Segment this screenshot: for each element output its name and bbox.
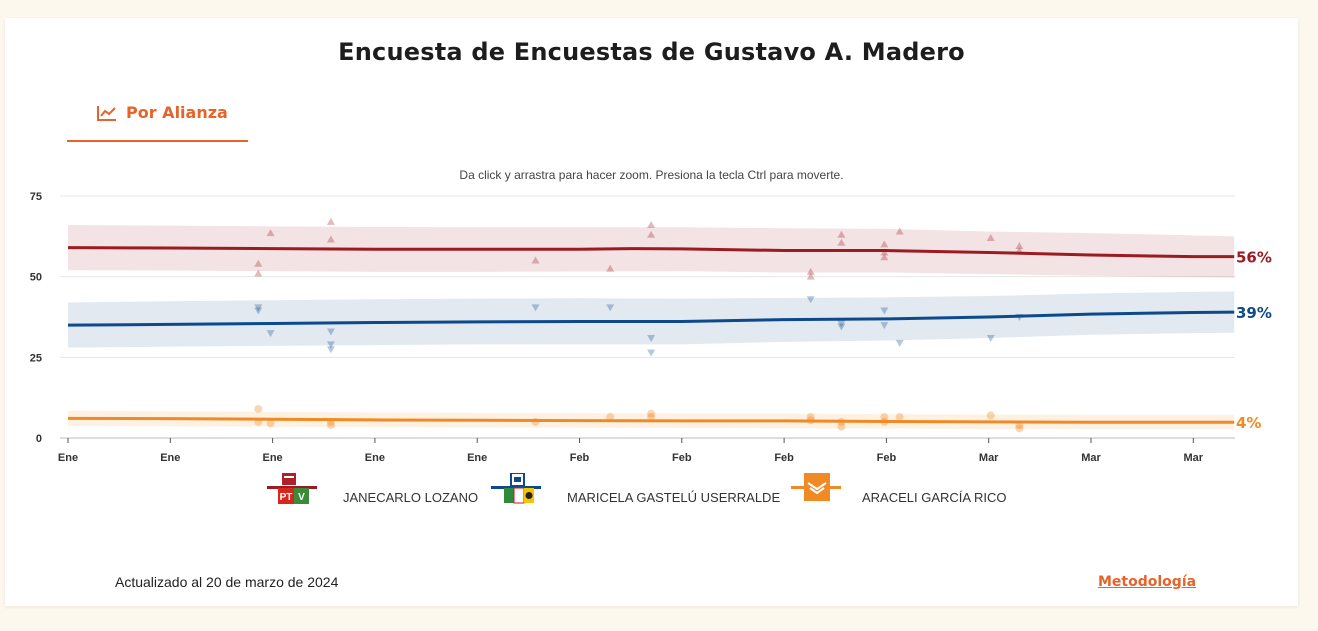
updated-date: Actualizado al 20 de marzo de 2024 [115,574,339,590]
poll-point [606,304,615,312]
poll-point [647,230,656,238]
x-tick-label: Ene [365,452,385,464]
poll-point [837,238,846,246]
x-tick-label: Ene [467,452,487,464]
x-tick-label: Feb [570,452,590,464]
poll-point [806,267,815,275]
poll-point [1015,424,1024,433]
x-tick-label: Ene [58,452,78,464]
x-tick-label: Feb [672,452,692,464]
poll-point [326,217,335,225]
chart-card: Encuesta de Encuestas de Gustavo A. Made… [5,18,1298,606]
poll-point [254,404,263,413]
page-title: Encuesta de Encuestas de Gustavo A. Made… [338,38,965,66]
poll-point [880,253,889,261]
poll-point [266,229,275,237]
tab-label: Por Alianza [126,103,228,122]
x-tick-label: Mar [1184,452,1204,464]
poll-point [647,409,656,418]
poll-chart[interactable]: 0 25 50 75 Ene Ene Ene Ene Ene Feb Feb Feb Feb Mar Mar… [5,18,1298,478]
legend-item-janecarlo-lozano[interactable]: PT V JANECARLO LOZANO [267,473,479,505]
x-tick-label: Mar [979,452,999,464]
y-tick-label: 50 [30,272,42,284]
poll-point [880,413,889,422]
poll-point [647,413,656,422]
poll-point [531,304,540,312]
svg-text:PT: PT [280,492,293,503]
pan-pri-prd-logo [504,473,534,504]
poll-point [986,411,995,420]
poll-point [986,334,995,342]
poll-point [837,230,846,238]
end-value-label: 39% [1236,304,1272,322]
poll-point [326,235,335,243]
x-tick-label: Feb [774,452,794,464]
poll-point [837,323,846,331]
poll-point [1015,242,1024,250]
poll-point [254,269,263,277]
x-tick-label: Feb [877,452,897,464]
poll-point [806,413,815,422]
svg-text:V: V [298,492,305,503]
legend-swatch [267,486,317,489]
poll-point [895,413,904,422]
poll-point [606,413,615,422]
x-tick-label: Ene [160,452,180,464]
tab-por-alianza[interactable]: Por Alianza [67,98,248,142]
poll-point [326,328,335,336]
poll-point [266,330,275,338]
poll-point [880,240,889,248]
poll-point [837,320,846,328]
movimiento-ciudadano-logo [804,473,830,501]
y-tick-label: 0 [36,433,42,445]
legend-label: ARACELI GARCÍA RICO [862,490,1007,505]
poll-point [647,221,656,229]
x-tick-label: Ene [263,452,283,464]
legend-item-araceli-garcia[interactable]: ARACELI GARCÍA RICO [791,473,1021,505]
confidence-band [68,291,1235,348]
poll-point [326,341,335,349]
line-chart-icon [97,106,116,121]
poll-point [895,227,904,235]
legend-label: MARICELA GASTELÚ USERRALDE [567,490,781,505]
poll-point [606,264,615,272]
poll-point [326,346,335,354]
trend-line [67,246,1235,259]
legend-label: JANECARLO LOZANO [343,490,479,505]
poll-point [531,256,540,264]
poll-point [254,259,263,267]
poll-point [647,334,656,342]
legend-item-maricela-gastelu[interactable]: MARICELA GASTELÚ USERRALDE [491,473,781,505]
end-value-label: 56% [1236,249,1272,267]
y-tick-label: 25 [30,352,42,364]
poll-point [986,233,995,241]
confidence-band [68,225,1235,278]
trend-line [67,310,1235,327]
methodology-link[interactable]: Metodología [1098,574,1197,590]
poll-point [806,296,815,304]
x-tick-label: Mar [1081,452,1101,464]
y-tick-label: 75 [30,191,42,203]
trend-line [67,416,1235,424]
poll-point [254,307,263,315]
poll-point [647,349,656,357]
poll-point [326,421,335,430]
poll-point [895,339,904,347]
end-value-label: 4% [1236,414,1261,432]
poll-point [806,272,815,280]
poll-point [837,422,846,431]
morena-pt-pvem-logo: PT V [278,473,309,504]
zoom-hint: Da click y arrastra para hacer zoom. Pre… [459,168,844,182]
poll-point [880,322,889,330]
poll-point [254,304,263,312]
poll-point [880,307,889,315]
poll-point [266,419,275,428]
